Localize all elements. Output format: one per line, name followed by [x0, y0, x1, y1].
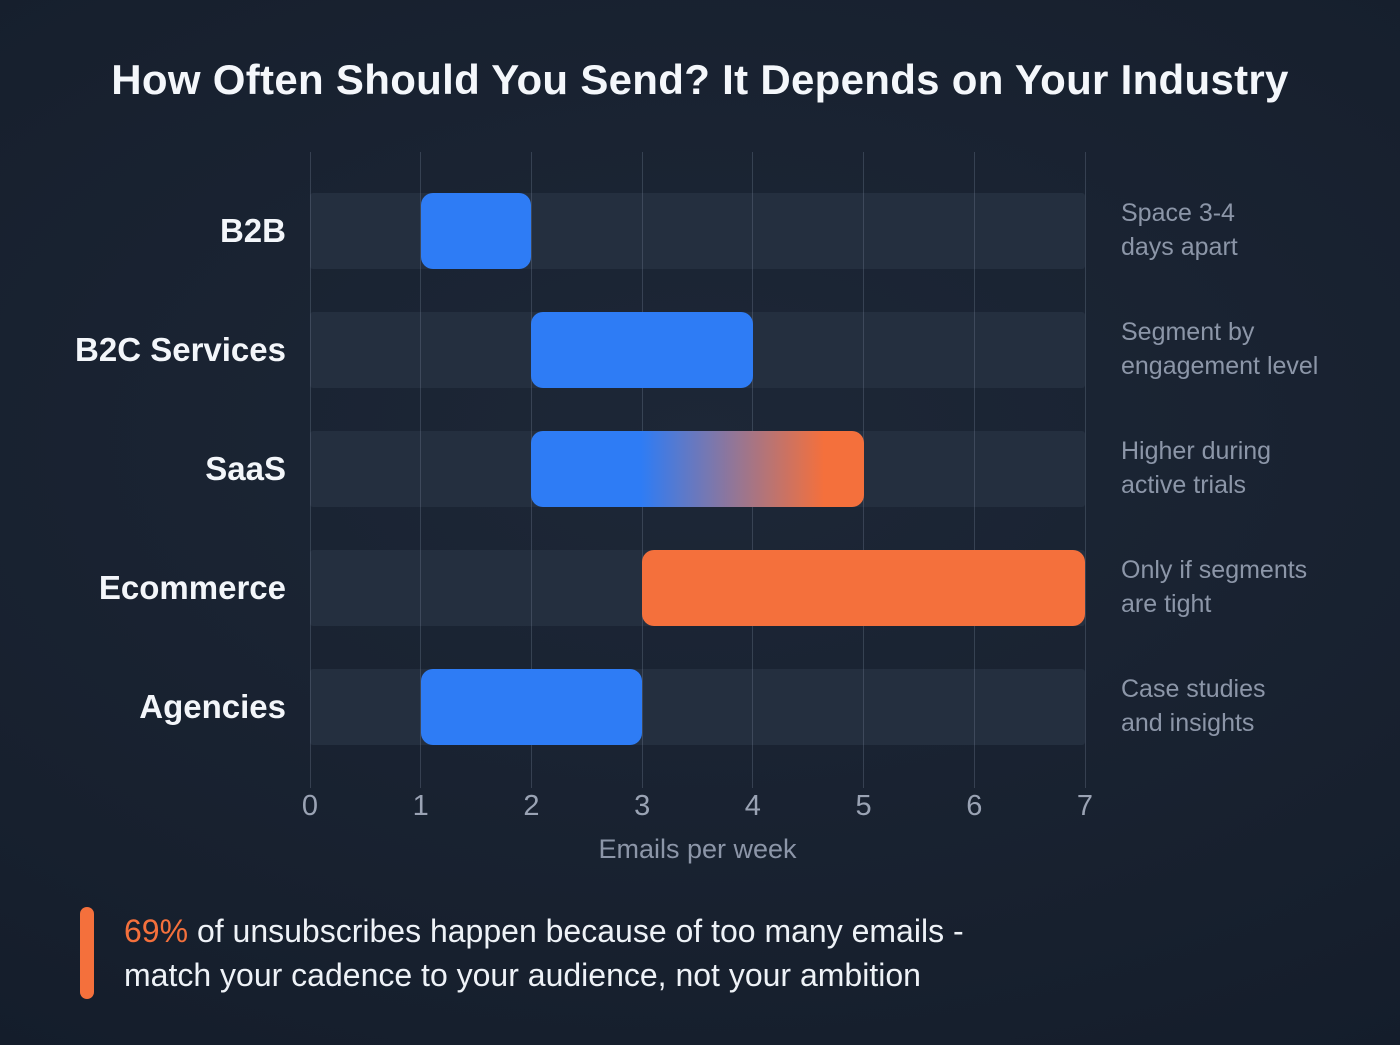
callout-text: 69% of unsubscribes happen because of to… — [124, 907, 964, 999]
chart-row-agencies: Agencies Case studies and insights — [0, 647, 1400, 766]
category-label: Ecommerce — [98, 568, 286, 606]
chart-rows: B2B Space 3-4 days apart B2C Services Segmen… — [0, 171, 1400, 766]
row-annotation: Space 3-4 days apart — [1121, 197, 1391, 265]
chart-row-saas: SaaS Higher during active trials — [0, 409, 1400, 528]
annotation-line: Space 3-4 — [1121, 198, 1235, 227]
range-bar-agencies — [420, 668, 643, 745]
frequency-chart: B2B Space 3-4 days apart B2C Services Segmen… — [0, 152, 1400, 865]
chart-row-b2c-services: B2C Services Segment by engagement level — [0, 290, 1400, 409]
x-tick-label: 5 — [855, 790, 872, 822]
range-bar-b2b — [420, 192, 532, 269]
annotation-line: engagement level — [1121, 351, 1319, 380]
chart-row-b2b: B2B Space 3-4 days apart — [0, 171, 1400, 290]
x-tick-label: 4 — [744, 790, 761, 822]
row-annotation: Segment by engagement level — [1121, 316, 1391, 384]
row-annotation: Higher during active trials — [1121, 435, 1391, 503]
x-tick-label: 3 — [634, 790, 651, 822]
annotation-line: days apart — [1121, 232, 1238, 261]
callout: 69% of unsubscribes happen because of to… — [80, 907, 1340, 1000]
chart-title: How Often Should You Send? It Depends on… — [111, 56, 1289, 103]
x-tick-label: 0 — [301, 790, 319, 822]
x-axis-label: Emails per week — [598, 834, 797, 864]
x-tick-label: 2 — [523, 790, 540, 822]
callout-line-1: 69% of unsubscribes happen because of to… — [124, 909, 964, 953]
row-plot — [310, 192, 1085, 269]
category-label: Agencies — [139, 687, 286, 725]
annotation-line: Only if segments — [1121, 555, 1308, 584]
annotation-line: Higher during — [1121, 436, 1272, 465]
callout-highlight: 69% — [124, 913, 189, 949]
chart-body: B2B Space 3-4 days apart B2C Services Segmen… — [0, 152, 1400, 788]
x-tick-label: 6 — [966, 790, 983, 822]
x-tick-label: 1 — [412, 790, 429, 822]
callout-accent-bar — [80, 907, 94, 1000]
chart-row-ecommerce: Ecommerce Only if segments are tight — [0, 528, 1400, 647]
annotation-line: active trials — [1121, 470, 1247, 499]
range-bar-b2c-services — [531, 311, 753, 388]
x-tick-label: 7 — [1076, 790, 1094, 822]
range-bar-ecommerce — [642, 549, 1085, 626]
row-plot — [310, 549, 1085, 626]
category-label: B2B — [219, 211, 286, 249]
row-annotation: Only if segments are tight — [1121, 554, 1391, 622]
annotation-line: are tight — [1121, 589, 1212, 618]
row-plot — [310, 311, 1085, 388]
annotation-line: Case studies — [1121, 674, 1266, 703]
category-label: SaaS — [205, 449, 286, 487]
callout-line-2: match your cadence to your audience, not… — [124, 957, 921, 994]
x-axis-ticks: 0 1 2 3 4 5 6 7 — [302, 790, 1093, 824]
annotation-line: Segment by — [1121, 317, 1255, 346]
row-plot — [310, 668, 1085, 745]
category-label: B2C Services — [75, 330, 286, 368]
range-bar-saas — [531, 430, 864, 507]
callout-line1-rest: of unsubscribes happen because of too ma… — [188, 913, 964, 949]
row-plot — [310, 430, 1085, 507]
row-annotation: Case studies and insights — [1121, 673, 1391, 741]
annotation-line: and insights — [1121, 708, 1255, 737]
